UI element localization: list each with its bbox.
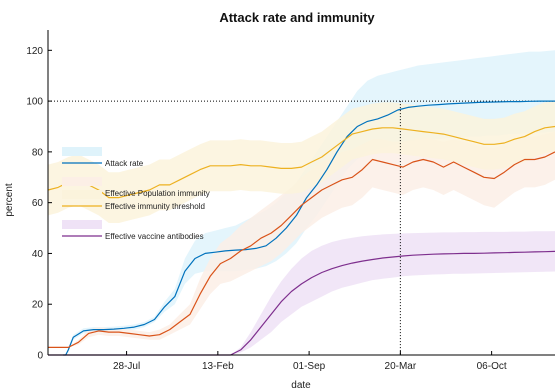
x-tick-label: 28-Jul [113, 361, 140, 372]
x-tick-label: 20-Mar [385, 361, 417, 372]
reference-lines [48, 100, 555, 355]
effective-immunity-threshold-line [47, 125, 555, 199]
y-tick-label: 60 [32, 198, 44, 209]
effective-population-immunity-band [48, 131, 555, 348]
chart-title: Attack rate and immunity [219, 10, 375, 25]
effective-population-immunity-legend-label: Effective Population immunity [105, 189, 210, 198]
confidence-bands [48, 50, 555, 356]
x-tick-label: 06-Oct [477, 361, 507, 372]
attack-rate-legend-label: Attack rate [105, 159, 144, 168]
y-tick-label: 100 [26, 97, 43, 108]
x-tick-label: 01-Sep [293, 361, 326, 372]
y-tick-label: 120 [26, 46, 43, 57]
axes: 0 20 40 60 80 100 120 28-Jul 13-Feb 01-Sep 20-Mar 0… [26, 30, 555, 372]
y-tick-label: 40 [32, 249, 44, 260]
effective-immunity-threshold-legend-label: Effective immunity threshold [105, 202, 205, 211]
effective-population-immunity-legend-swatch [62, 177, 102, 186]
x-axis-label: date [291, 380, 311, 391]
y-axis-label: percent [4, 183, 15, 217]
effective-vaccine-antibodies-legend-swatch [62, 220, 102, 229]
y-tick-label: 20 [32, 300, 44, 311]
y-tick-label: 80 [32, 147, 44, 158]
attack-rate-legend-swatch [62, 147, 102, 156]
attack-rate-line [63, 100, 555, 356]
effective-vaccine-antibodies-legend-label: Effective vaccine antibodies [105, 232, 204, 241]
effective-vaccine-antibodies-band [48, 231, 555, 355]
x-tick-label: 13-Feb [202, 361, 234, 372]
effective-vaccine-antibodies-line [48, 250, 555, 356]
y-tick-label: 0 [37, 351, 43, 362]
series-lines [47, 100, 555, 356]
effective-population-immunity-line [48, 151, 555, 348]
effective-immunity-threshold-band [48, 101, 555, 223]
effective-immunity-threshold-legend-swatch [62, 190, 102, 199]
legend: Attack rate Effective Population immunity… [62, 147, 210, 241]
